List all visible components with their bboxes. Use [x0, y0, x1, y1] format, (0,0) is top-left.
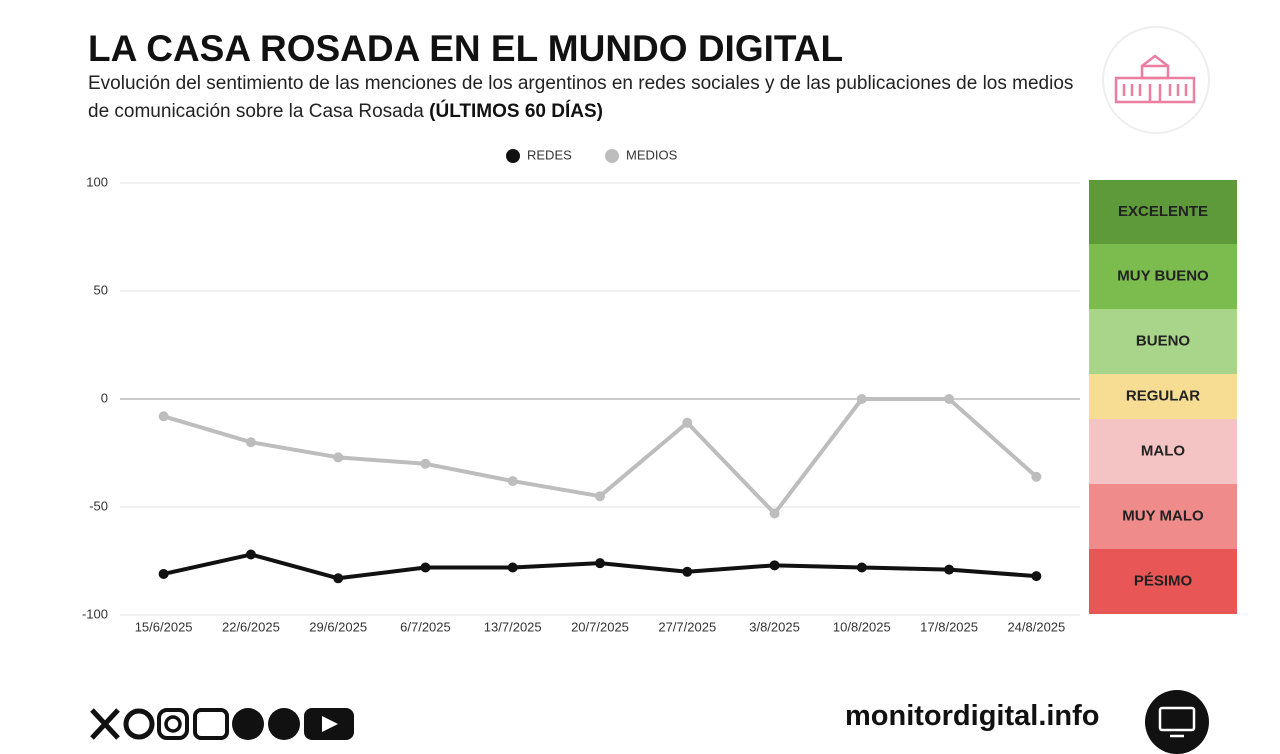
- series-point: [158, 568, 169, 579]
- series-point: [245, 437, 256, 448]
- y-tick-label: 50: [94, 282, 108, 297]
- series-point: [769, 560, 780, 571]
- scale-band: [1089, 309, 1237, 374]
- legend-label: MEDIOS: [626, 147, 678, 162]
- series-point: [1031, 571, 1042, 582]
- legend-marker: [605, 149, 619, 163]
- scale-band-label: MUY MALO: [1122, 507, 1204, 524]
- series-point: [595, 558, 605, 569]
- scale-band-label: MUY BUENO: [1117, 267, 1209, 284]
- y-tick-label: -50: [89, 498, 108, 513]
- series-point: [245, 549, 256, 560]
- x-tick-label: 3/8/2025: [749, 619, 800, 634]
- scale-band: [1089, 419, 1237, 484]
- subtitle: Evolución del sentimiento de las mencion…: [88, 70, 1078, 126]
- series-point: [856, 394, 867, 404]
- scale-band: [1089, 244, 1237, 309]
- site-icon: [1145, 690, 1209, 754]
- scale-band: [1089, 180, 1237, 244]
- series-point: [682, 417, 693, 428]
- scale-band: [1089, 484, 1237, 549]
- series-point: [769, 508, 780, 519]
- x-tick-label: 20/7/2025: [571, 619, 629, 634]
- scale-band: [1089, 549, 1237, 614]
- series-point: [333, 452, 344, 463]
- x-tick-label: 17/8/2025: [920, 619, 978, 634]
- title: LA CASA ROSADA EN EL MUNDO DIGITAL: [88, 28, 844, 69]
- scale-band-label: EXCELENTE: [1118, 203, 1208, 220]
- scale-band: [1089, 374, 1237, 419]
- series-point: [944, 564, 955, 575]
- series-point: [420, 562, 431, 573]
- scale-band-label: BUENO: [1136, 332, 1191, 349]
- x-tick-label: 24/8/2025: [1007, 619, 1065, 634]
- y-tick-label: 100: [86, 174, 108, 189]
- source: monitordigital.info: [845, 700, 1100, 732]
- y-tick-label: -100: [82, 606, 108, 621]
- legend-marker: [506, 149, 520, 163]
- x-tick-label: 6/7/2025: [400, 619, 451, 634]
- legend-label: REDES: [527, 147, 572, 162]
- logo: [1102, 26, 1210, 134]
- y-tick-label: 0: [101, 390, 108, 405]
- x-tick-label: 27/7/2025: [658, 619, 716, 634]
- x-tick-label: 10/8/2025: [833, 619, 891, 634]
- series-point: [595, 491, 605, 502]
- x-tick-label: 13/7/2025: [484, 619, 542, 634]
- series-point: [507, 562, 518, 573]
- series-point: [158, 411, 169, 422]
- series-point: [944, 394, 955, 404]
- scale-band-label: PÉSIMO: [1134, 572, 1193, 589]
- social-icons: [90, 708, 354, 740]
- series-point: [856, 562, 867, 573]
- series-point: [333, 573, 344, 584]
- subtitle-text: Evolución del sentimiento de las mencion…: [88, 73, 1074, 122]
- scale-band-label: REGULAR: [1126, 387, 1200, 404]
- series-point: [1031, 471, 1042, 482]
- series-point: [507, 476, 518, 487]
- subtitle-bold: (ÚLTIMOS 60 DÍAS): [429, 101, 603, 122]
- series-point: [420, 458, 431, 469]
- x-tick-label: 29/6/2025: [309, 619, 367, 634]
- scale-band-label: MALO: [1141, 442, 1185, 459]
- x-tick-label: 22/6/2025: [222, 619, 280, 634]
- x-tick-label: 15/6/2025: [135, 619, 193, 634]
- series-point: [682, 566, 693, 577]
